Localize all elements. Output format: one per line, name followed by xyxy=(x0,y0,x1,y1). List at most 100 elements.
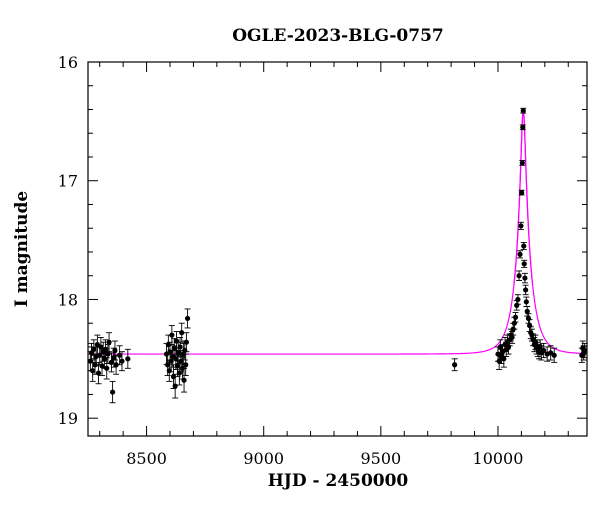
data-marker xyxy=(112,347,118,354)
data-marker xyxy=(109,389,116,395)
data-point xyxy=(544,346,551,362)
data-point xyxy=(500,350,507,368)
data-marker xyxy=(125,356,131,362)
data-point xyxy=(513,300,520,311)
data-marker xyxy=(98,344,104,350)
y-tick-label: 18 xyxy=(58,290,78,309)
data-point xyxy=(516,270,523,281)
data-point xyxy=(517,221,524,230)
data-point xyxy=(551,347,558,363)
data-point xyxy=(520,107,527,114)
y-tick-label: 16 xyxy=(58,53,78,72)
data-marker xyxy=(91,346,97,352)
x-tick-label: 8500 xyxy=(126,449,167,468)
data-marker xyxy=(521,261,527,267)
data-point xyxy=(540,342,547,359)
data-marker xyxy=(117,352,123,358)
data-point xyxy=(111,340,118,361)
x-tick-label: 9000 xyxy=(243,449,284,468)
data-point xyxy=(512,312,519,323)
data-marker xyxy=(106,339,112,345)
data-marker xyxy=(516,273,522,279)
data-marker xyxy=(511,320,517,326)
data-point xyxy=(95,361,102,385)
data-marker xyxy=(512,314,519,320)
data-marker xyxy=(514,302,520,308)
data-point xyxy=(184,308,191,329)
data-point xyxy=(109,380,116,404)
data-point xyxy=(514,294,521,305)
plot-frame xyxy=(87,61,588,437)
data-marker xyxy=(175,350,181,356)
data-marker xyxy=(452,362,458,368)
x-axis-label: HJD - 2450000 xyxy=(268,471,409,491)
data-marker xyxy=(520,108,526,114)
data-marker xyxy=(501,356,507,362)
x-tick-label: 9500 xyxy=(360,449,401,468)
data-point xyxy=(525,313,532,324)
data-point xyxy=(519,160,526,166)
data-marker xyxy=(169,332,175,338)
data-marker xyxy=(541,347,547,354)
data-marker xyxy=(521,243,527,249)
data-marker xyxy=(525,315,532,322)
data-marker xyxy=(519,160,525,166)
chart-title: OGLE-2023-BLG-0757 xyxy=(232,26,444,46)
data-marker xyxy=(551,352,557,358)
data-point xyxy=(178,322,185,343)
data-marker xyxy=(522,275,528,281)
data-marker xyxy=(517,251,523,257)
data-marker xyxy=(179,330,185,336)
data-points-layer xyxy=(87,107,588,404)
x-tick-label: 10000 xyxy=(473,449,524,468)
data-marker xyxy=(102,346,109,352)
data-marker xyxy=(177,344,183,350)
data-point xyxy=(103,357,110,380)
data-point xyxy=(183,332,190,353)
y-tick-label: 19 xyxy=(58,409,78,428)
data-point xyxy=(118,351,125,372)
data-marker xyxy=(111,355,117,361)
data-marker xyxy=(505,344,512,350)
data-marker xyxy=(174,363,181,369)
data-point xyxy=(516,250,523,259)
data-marker xyxy=(99,363,105,369)
data-point xyxy=(522,284,529,296)
data-marker xyxy=(95,370,102,376)
data-point xyxy=(520,242,527,251)
data-point xyxy=(124,348,131,369)
data-marker xyxy=(519,190,525,196)
y-axis-label: I magnitude xyxy=(12,191,32,308)
data-point xyxy=(519,124,526,131)
data-marker xyxy=(496,358,502,364)
data-point xyxy=(521,259,528,268)
data-marker xyxy=(183,362,189,368)
data-marker xyxy=(183,339,189,345)
tick-labels: 8500 9000 9500 10000 16 17 18 19 xyxy=(58,53,524,468)
data-marker xyxy=(518,223,524,229)
data-marker xyxy=(184,315,191,322)
data-marker xyxy=(523,287,529,293)
data-marker xyxy=(520,124,526,130)
data-marker xyxy=(119,358,125,364)
data-point xyxy=(521,272,528,284)
data-marker xyxy=(113,362,119,368)
data-point xyxy=(524,306,531,317)
y-tick-label: 17 xyxy=(58,172,78,191)
data-marker xyxy=(524,308,530,314)
data-point xyxy=(451,358,458,372)
axis-ticks xyxy=(88,61,587,436)
data-point xyxy=(177,337,184,357)
data-marker xyxy=(497,344,503,350)
data-point xyxy=(523,296,530,308)
data-point xyxy=(518,189,525,196)
data-marker xyxy=(167,349,173,355)
data-marker xyxy=(108,359,115,365)
data-marker xyxy=(509,334,515,341)
data-marker xyxy=(523,299,529,305)
data-point xyxy=(509,331,516,344)
data-marker xyxy=(104,365,110,371)
data-marker xyxy=(172,383,178,389)
data-marker xyxy=(105,351,111,357)
